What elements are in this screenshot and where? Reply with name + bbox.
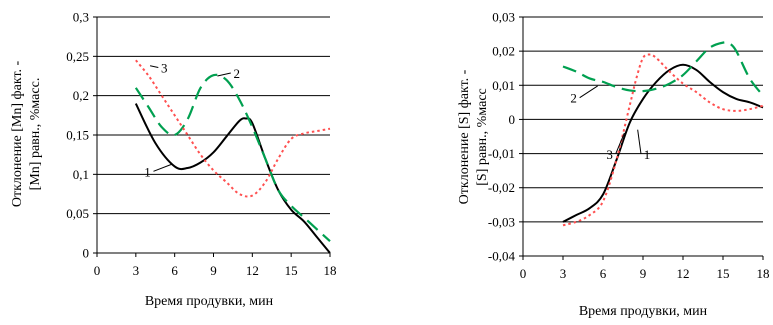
chart-s-y-tick-label: 0,01: [492, 78, 515, 93]
chart-s-annotation-label-3: 3: [606, 147, 613, 162]
chart-mn-y-tick-label: 0: [83, 246, 90, 261]
chart-s-series-1-line: [563, 65, 763, 222]
chart-mn-series: [136, 60, 330, 253]
chart-mn-x-tick-label: 6: [171, 263, 178, 278]
chart-mn-x-tick-label: 18: [324, 263, 337, 278]
chart-mn-y-tick-label: 0,05: [66, 206, 89, 221]
chart-mn-x-axis-title: Время продувки, мин: [145, 294, 274, 309]
chart-mn-x-tick-label: 0: [94, 263, 101, 278]
chart-s-y-tick-label: -0,02: [488, 180, 515, 195]
chart-s-annotation-leader: [638, 130, 641, 154]
chart-s-y-tick-label: 0,03: [492, 10, 515, 25]
chart-s-y-axis-title-line2: [S] равн., %масс: [475, 88, 490, 186]
chart-mn-annotation-leader: [217, 73, 230, 76]
chart-mn-y-ticks: 0 0,05 0,1 0,15 0,2 0,25 0,3: [66, 10, 97, 261]
chart-mn-annotation-label-2: 2: [234, 66, 241, 81]
chart-s-axes: [523, 17, 763, 256]
chart-s-x-tick-label: 15: [717, 266, 730, 281]
chart-mn-y-tick-label: 0,25: [66, 49, 89, 64]
chart-mn-x-tick-label: 9: [210, 263, 217, 278]
chart-s-y-tick-label: -0,04: [488, 249, 516, 264]
chart-s-series-2-line: [563, 42, 763, 95]
chart-mn-annotation-leader: [153, 164, 172, 171]
chart-s-annotation-label-2: 2: [570, 91, 577, 106]
chart-s-x-tick-label: 6: [600, 266, 607, 281]
chart-mn-y-tick-label: 0,3: [73, 10, 89, 25]
chart-s-x-tick-label: 12: [677, 266, 690, 281]
chart-mn-gridlines: [97, 17, 330, 214]
chart-mn-series-1-line: [136, 104, 330, 253]
chart-mn-annotation-label-1: 1: [144, 164, 151, 179]
chart-s-annotation-leader: [580, 86, 598, 98]
chart-mn-x-ticks: 0 3 6 9 12 15 18: [94, 253, 337, 278]
chart-s-x-axis-title: Время продувки, мин: [579, 304, 708, 319]
chart-s-annotation-label-1: 1: [644, 147, 651, 162]
chart-s-x-tick-label: 0: [520, 266, 527, 281]
chart-s-y-tick-label: -0,03: [488, 214, 515, 229]
chart-s-x-tick-label: 3: [560, 266, 567, 281]
chart-s-y-tick-label: 0: [509, 112, 516, 127]
chart-s-y-tick-label: -0,01: [488, 146, 515, 161]
chart-mn-y-tick-label: 0,2: [73, 88, 89, 103]
chart-s-series: [563, 42, 763, 225]
chart-mn-annotation-leader: [150, 66, 158, 68]
chart-s-y-ticks: -0,04 -0,03 -0,02 -0,01 0 0,01 0,02 0,03: [488, 10, 523, 264]
chart-s-x-ticks: 0 3 6 9 12 15 18: [520, 256, 770, 281]
chart-s-x-tick-label: 18: [757, 266, 770, 281]
chart-s-gridlines: [523, 17, 763, 222]
chart-mn-annotation-label-3: 3: [161, 60, 168, 75]
chart-s-y-tick-label: 0,02: [492, 44, 515, 59]
chart-s-y-axis-title-line1: Отклонение [S] факт. -: [457, 69, 472, 204]
chart-mn-y-tick-label: 0,1: [73, 167, 89, 182]
chart-s-annotations: 1 2 3: [570, 86, 650, 162]
chart-mn-deviation: 00,050,10,150,20,250,3 0 3 6 9 12 15 18 123 Вр…: [10, 10, 337, 310]
chart-mn-y-axis-title-line2: [Mn] равн., %масс.: [28, 78, 43, 191]
chart-mn-x-tick-label: 15: [285, 263, 298, 278]
chart-mn-y-axis-title-line1: Отклонение [Mn] факт. -: [10, 61, 25, 208]
chart-mn-x-tick-label: 12: [246, 263, 259, 278]
chart-mn-y-tick-label: 0,15: [66, 128, 89, 143]
chart-mn-x-tick-label: 3: [133, 263, 140, 278]
chart-s-x-tick-label: 9: [640, 266, 647, 281]
